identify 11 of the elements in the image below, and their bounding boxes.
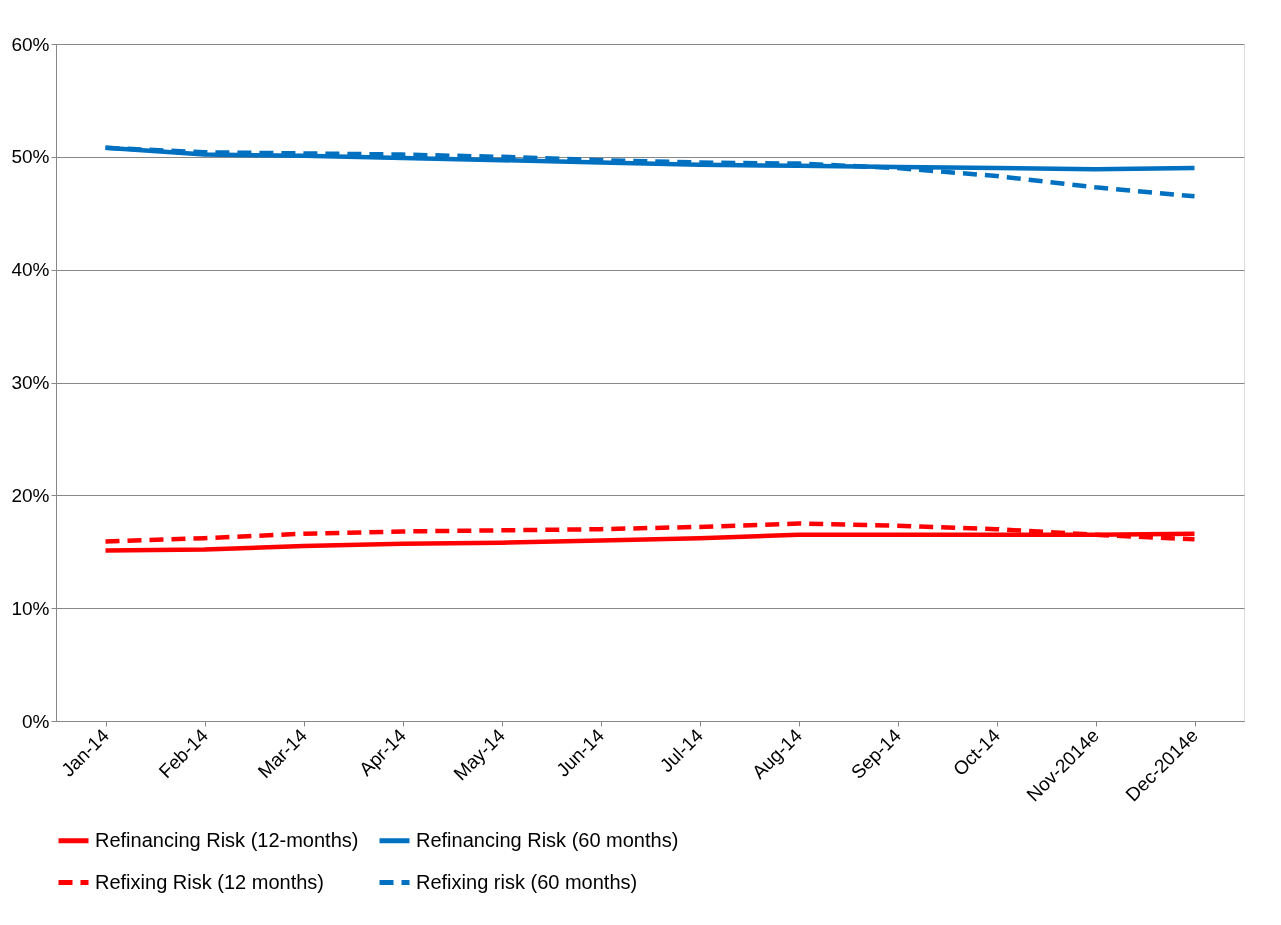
legend-label: Refixing risk (60 months): [416, 870, 638, 893]
y-tick-label: 60%: [11, 33, 50, 55]
y-tick-label: 20%: [11, 484, 50, 506]
y-tick-label: 50%: [11, 146, 50, 168]
legend-label: Refixing Risk (12 months): [95, 870, 324, 893]
legend-label: Refinancing Risk (12-months): [95, 828, 359, 851]
legend-label: Refinancing Risk (60 months): [416, 828, 679, 851]
y-tick-label: 10%: [11, 597, 50, 619]
y-tick-label: 40%: [11, 259, 50, 281]
y-tick-label: 0%: [22, 710, 50, 732]
y-tick-label: 30%: [11, 372, 50, 393]
